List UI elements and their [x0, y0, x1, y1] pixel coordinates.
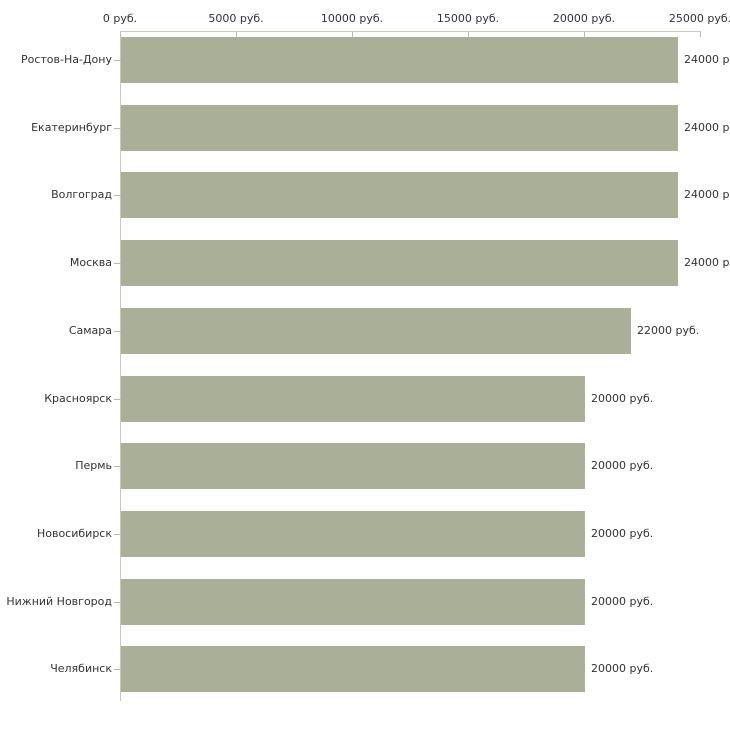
value-label: 20000 руб. — [591, 392, 654, 405]
category-label: Челябинск — [50, 662, 112, 675]
y-axis-tick — [114, 195, 121, 196]
x-axis-tick-label: 0 руб. — [102, 12, 138, 25]
y-axis-tick — [114, 331, 121, 332]
bar — [121, 240, 678, 286]
bar — [121, 579, 585, 625]
bar — [121, 646, 585, 692]
bar — [121, 511, 585, 557]
category-label: Ростов-На-Дону — [20, 53, 112, 66]
bar — [121, 105, 678, 151]
x-axis-tick-label: 5000 руб. — [208, 12, 264, 25]
value-label: 22000 руб. — [637, 324, 700, 337]
value-label: 24000 руб. — [684, 188, 730, 201]
category-label: Екатеринбург — [31, 121, 112, 134]
y-axis-line — [120, 31, 121, 701]
bar — [121, 37, 678, 83]
x-axis-line — [120, 31, 701, 32]
y-axis-tick — [114, 534, 121, 535]
x-axis-tick-label: 10000 руб. — [320, 12, 384, 25]
bar — [121, 376, 585, 422]
bar — [121, 172, 678, 218]
category-label: Новосибирск — [36, 527, 112, 540]
y-axis-tick — [114, 60, 121, 61]
value-label: 20000 руб. — [591, 662, 654, 675]
x-axis-tick-label: 25000 руб. — [668, 12, 730, 25]
category-label: Волгоград — [51, 188, 112, 201]
category-label: Нижний Новгород — [6, 595, 112, 608]
value-label: 20000 руб. — [591, 527, 654, 540]
x-axis-tick — [700, 32, 701, 37]
y-axis-tick — [114, 399, 121, 400]
category-label: Москва — [69, 256, 112, 269]
value-label: 20000 руб. — [591, 595, 654, 608]
x-axis-tick-label: 15000 руб. — [436, 12, 500, 25]
x-axis-tick-label: 20000 руб. — [552, 12, 616, 25]
x-axis-tick — [236, 32, 237, 37]
x-axis-tick — [468, 32, 469, 37]
category-label: Самара — [68, 324, 112, 337]
value-label: 24000 руб. — [684, 256, 730, 269]
y-axis-tick — [114, 263, 121, 264]
value-label: 24000 руб. — [684, 53, 730, 66]
x-axis-tick — [120, 32, 121, 37]
x-axis-tick — [584, 32, 585, 37]
x-axis-tick — [352, 32, 353, 37]
bar — [121, 308, 631, 354]
y-axis-tick — [114, 602, 121, 603]
bar — [121, 443, 585, 489]
y-axis-tick — [114, 466, 121, 467]
category-label: Красноярск — [44, 392, 112, 405]
category-label: Пермь — [75, 459, 112, 472]
y-axis-tick — [114, 669, 121, 670]
value-label: 20000 руб. — [591, 459, 654, 472]
y-axis-tick — [114, 128, 121, 129]
value-label: 24000 руб. — [684, 121, 730, 134]
